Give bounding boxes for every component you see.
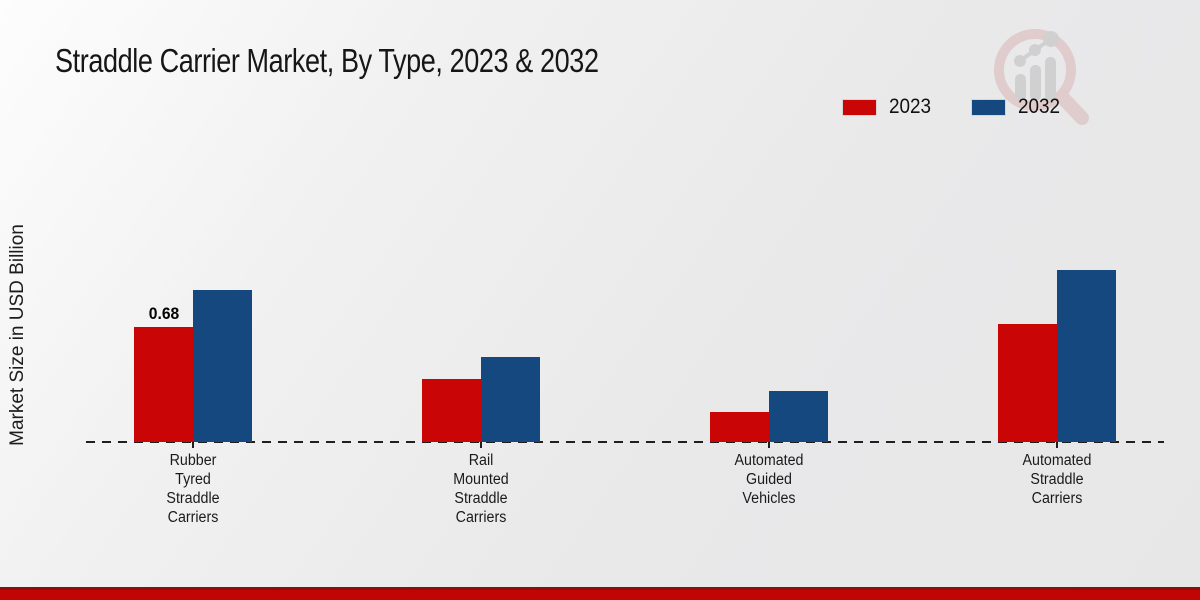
legend-swatch-2023 xyxy=(843,99,876,115)
legend-label-2023: 2023 xyxy=(889,95,932,118)
category-label-group3: Automated Guided Vehicles xyxy=(734,452,804,507)
category-label-group4: Automated Straddle Carriers xyxy=(1022,452,1092,507)
bar-2032-group1 xyxy=(193,290,252,442)
legend-swatch-2032 xyxy=(971,99,1005,115)
bar-2032-group2 xyxy=(481,357,540,442)
category-label-group1: Rubber Tyred Straddle Carriers xyxy=(166,452,220,526)
bar-data-label: 0.68 xyxy=(148,304,179,323)
legend-item-2032: 2032 xyxy=(971,95,1065,119)
bar-2023-group3 xyxy=(710,412,769,442)
x-axis-dashed-baseline xyxy=(86,441,1164,443)
legend-item-2023: 2023 xyxy=(843,95,936,119)
chart-title: Straddle Carrier Market, By Type, 2023 &… xyxy=(55,42,599,79)
bar-2023-group4 xyxy=(998,324,1057,442)
bar-2032-group4 xyxy=(1057,270,1116,442)
x-axis-tick xyxy=(768,442,770,448)
category-label-group2: Rail Mounted Straddle Carriers xyxy=(453,452,509,526)
legend: 2023 2032 xyxy=(843,95,1064,119)
footer-accent-bar xyxy=(0,587,1200,600)
x-axis-tick xyxy=(1056,442,1058,448)
bar-2032-group3 xyxy=(769,391,828,442)
x-axis-tick xyxy=(192,442,194,448)
legend-label-2032: 2032 xyxy=(1017,95,1060,118)
bar-2023-group2 xyxy=(422,379,481,442)
x-axis-tick xyxy=(480,442,482,448)
market-research-magnifier-logo xyxy=(994,29,1089,125)
bar-2023-group1 xyxy=(134,327,193,442)
